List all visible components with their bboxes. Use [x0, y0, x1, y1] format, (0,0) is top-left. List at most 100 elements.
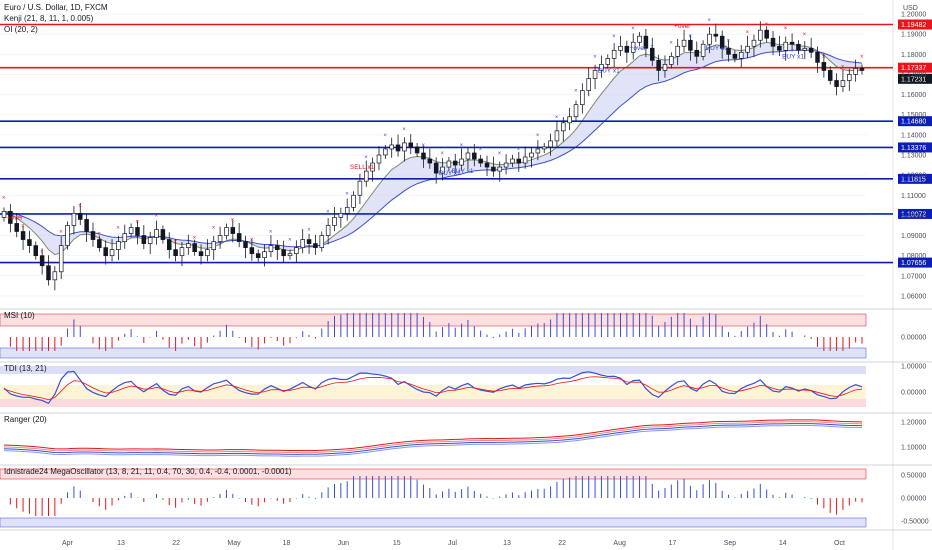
candle-body-21 [135, 227, 140, 236]
signal-mark-66: × [421, 143, 425, 149]
signal-mark-87: × [555, 115, 559, 121]
candle-body-44 [281, 249, 286, 257]
candle-body-1 [8, 211, 13, 224]
time-tick-8: 13 [503, 540, 511, 547]
symbol-title: Euro / U.S. Dollar, 1D, FXCM [4, 3, 108, 12]
candle-body-65 [414, 146, 420, 154]
candle-body-27 [173, 249, 178, 257]
price-tick-3: 1.17000 [901, 72, 926, 79]
candle-body-101 [643, 35, 649, 49]
time-tick-14: Oct [834, 540, 845, 547]
candle-body-9 [58, 245, 64, 273]
candle-body-53 [338, 213, 344, 218]
candle-body-86 [548, 140, 553, 148]
candle-body-95 [605, 58, 611, 65]
signal-mark-84: × [536, 133, 540, 139]
candle-body-16 [103, 247, 108, 257]
candle-body-110 [700, 43, 706, 57]
candle-body-131 [834, 80, 839, 87]
level-tag-bg-2 [898, 116, 932, 127]
tdi-lower-band [0, 399, 866, 407]
candle-body-89 [567, 116, 572, 124]
signal-mark-96: × [612, 34, 616, 40]
candle-body-8 [52, 271, 58, 281]
time-tick-2: 22 [172, 540, 180, 547]
candle-body-120 [764, 29, 769, 39]
level-tag-3: 1.13376 [901, 145, 926, 152]
candle-body-111 [707, 33, 712, 45]
candle-body-17 [109, 249, 115, 257]
panel-tick-3-1: 0.00000 [901, 496, 926, 503]
price-tick-2: 1.18000 [901, 52, 926, 59]
signal-mark-21: × [135, 219, 139, 225]
signal-mark-132: × [841, 64, 845, 70]
candle-body-112 [713, 33, 719, 37]
candle-body-102 [650, 47, 655, 61]
annotation-5: BUY x1 [782, 53, 804, 60]
candle-body-99 [630, 41, 636, 53]
signal-mark-9: × [59, 230, 63, 236]
candle-body-3 [20, 231, 26, 240]
candle-body-4 [27, 239, 32, 246]
candles[interactable] [1, 21, 865, 291]
signal-mark-78: × [498, 151, 502, 157]
candle-body-36 [230, 227, 236, 234]
candle-body-76 [484, 162, 490, 168]
candle-body-129 [821, 62, 827, 71]
time-axis: Apr 13 22 May 18 Jun 15 Jul 13 22 Aug 17 Sep 14 Oct [62, 540, 845, 547]
candle-body-119 [758, 29, 763, 41]
last-price-tag: 1.17231 [901, 76, 926, 83]
price-tick-7: 1.13000 [901, 153, 926, 160]
candle-body-72 [459, 158, 464, 166]
candle-body-77 [491, 166, 496, 172]
level-tag-bg-0 [898, 19, 932, 30]
level-tag-0: 1.19482 [901, 22, 926, 29]
candle-body-98 [624, 45, 630, 53]
price-tick-0: 1.20000 [901, 12, 926, 19]
msi-upper-band [0, 313, 867, 327]
signal-mark-117: × [746, 30, 750, 36]
candle-body-92 [586, 78, 591, 91]
signal-mark-30: × [193, 236, 197, 242]
candle-body-23 [147, 237, 153, 244]
candle-body-88 [561, 122, 566, 132]
signal-mark-60: × [383, 133, 387, 139]
signal-mark-69: × [441, 151, 445, 157]
signal-mark-123: × [784, 26, 788, 32]
price-tick-13: 1.07000 [901, 273, 926, 280]
signal-mark-90: × [574, 89, 578, 95]
candle-body-124 [789, 41, 795, 45]
candle-body-85 [541, 146, 547, 150]
signal-mark-108: × [688, 34, 692, 40]
candle-body-58 [370, 162, 375, 172]
candle-body-33 [211, 241, 216, 250]
candle-body-81 [516, 158, 522, 164]
level-tag-5: 1.10072 [901, 211, 926, 218]
level-tag-2: 1.14680 [901, 119, 926, 126]
fast-ma-line [3, 41, 863, 256]
candle-body-7 [46, 265, 51, 281]
candle-body-60 [383, 148, 388, 156]
candle-body-75 [478, 158, 483, 164]
candle-body-51 [325, 225, 331, 236]
candle-body-87 [554, 130, 560, 142]
time-tick-1: 13 [117, 540, 125, 547]
candle-body-78 [497, 166, 502, 172]
candle-body-123 [783, 41, 788, 51]
candle-body-38 [243, 241, 248, 248]
level-tag-4: 1.11815 [901, 176, 926, 183]
time-tick-6: 15 [393, 540, 401, 547]
candle-body-67 [427, 158, 433, 164]
panel-tick-1-0: 1.00000 [901, 364, 926, 371]
signal-mark-12: × [78, 203, 82, 209]
candle-body-134 [853, 68, 858, 75]
candle-body-69 [440, 166, 445, 174]
mega-upper-band [0, 468, 867, 480]
candle-body-128 [815, 51, 820, 63]
candle-body-56 [357, 180, 363, 196]
candle-body-83 [529, 152, 534, 158]
time-tick-0: Apr [62, 540, 74, 547]
signal-mark-111: × [707, 18, 711, 24]
signal-mark-126: × [803, 32, 807, 38]
